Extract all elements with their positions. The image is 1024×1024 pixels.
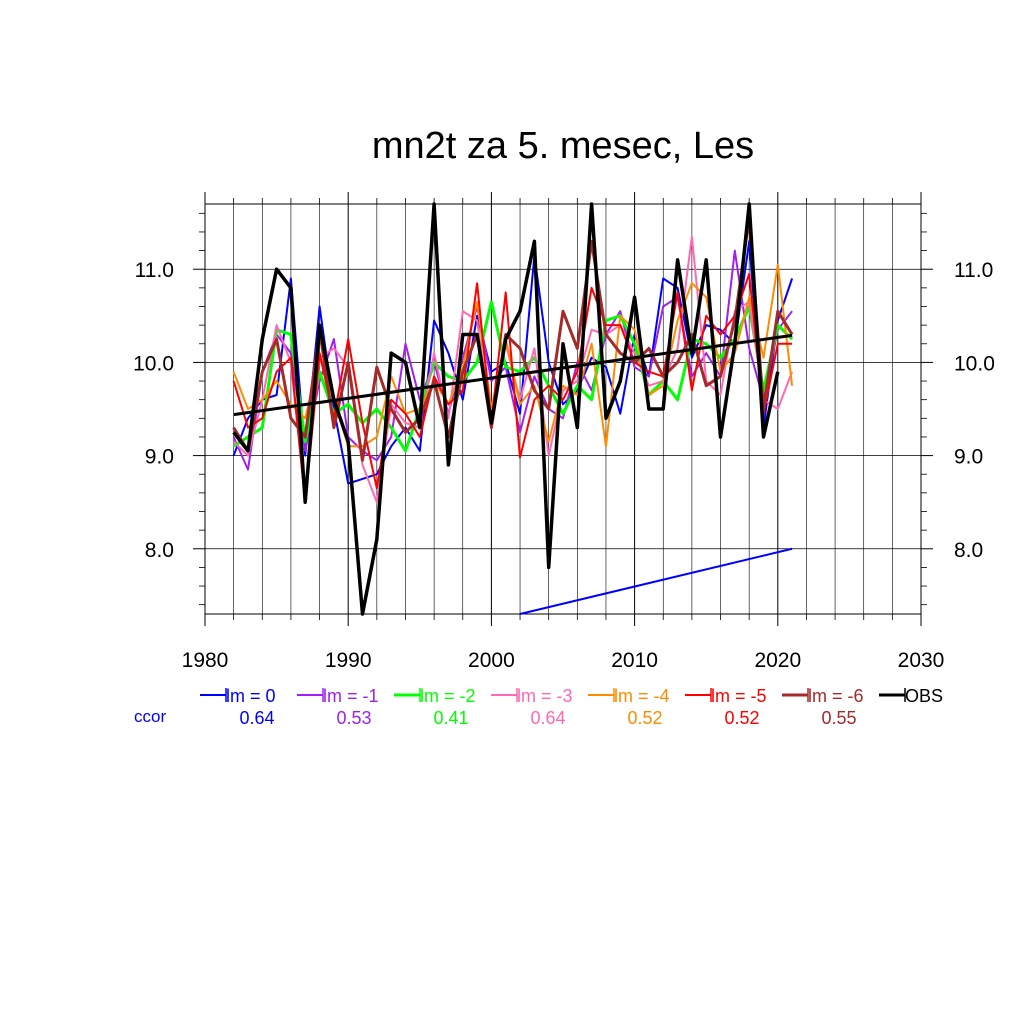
plot-frame xyxy=(204,203,922,615)
x-tick-label: 2020 xyxy=(754,649,801,672)
legend-label: OBS xyxy=(905,686,943,706)
legend-ccor-value: 0.64 xyxy=(530,708,565,728)
legend-ccor-value: 0.41 xyxy=(433,708,468,728)
series-line-obs xyxy=(232,202,780,616)
x-tick-label: 1990 xyxy=(325,649,372,672)
x-tick-label: 2000 xyxy=(468,649,515,672)
y-tick-label-right: 9.0 xyxy=(954,446,983,469)
y-tick-label-left: 9.0 xyxy=(145,446,174,469)
trend-line xyxy=(233,333,793,417)
legend-ccor-value: 0.55 xyxy=(821,708,856,728)
y-tick-label-right: 11.0 xyxy=(954,259,993,282)
plot-border xyxy=(204,203,922,615)
extra-line xyxy=(519,547,793,615)
legend-ccor-value: 0.52 xyxy=(724,708,759,728)
ccor-label: ccor xyxy=(134,707,166,726)
y-tick-label-right: 10.0 xyxy=(954,352,995,375)
legend-ccor-value: 0.52 xyxy=(627,708,662,728)
y-tick-label-left: 11.0 xyxy=(135,259,174,282)
y-tick-label-right: 8.0 xyxy=(954,539,983,562)
y-tick-label-left: 10.0 xyxy=(133,352,174,375)
legend-ccor-value: 0.64 xyxy=(239,708,274,728)
legend-label: lm = -2 xyxy=(420,686,476,706)
x-tick-label: 1980 xyxy=(182,649,229,672)
series-lines xyxy=(232,202,794,616)
legend-label: lm = -5 xyxy=(711,686,767,706)
x-tick-label: 2030 xyxy=(898,649,945,672)
series-line-lm-6 xyxy=(232,216,794,462)
axes: 1980 1990 2000 2010 2020 2030 8.0 8.0 9.0 9.0 10.0… xyxy=(133,192,995,672)
legend-ccor-value: 0.53 xyxy=(336,708,371,728)
legend-label: lm = 0 xyxy=(226,686,276,706)
y-tick-label-left: 8.0 xyxy=(145,539,174,562)
x-tick-label: 2010 xyxy=(611,649,658,672)
legend-label: lm = -4 xyxy=(614,686,670,706)
legend-label: lm = -3 xyxy=(517,686,573,706)
legend-label: lm = -1 xyxy=(323,686,379,706)
chart-title: mn2t za 5. mesec, Les xyxy=(372,125,754,167)
legend-label: lm = -6 xyxy=(808,686,864,706)
